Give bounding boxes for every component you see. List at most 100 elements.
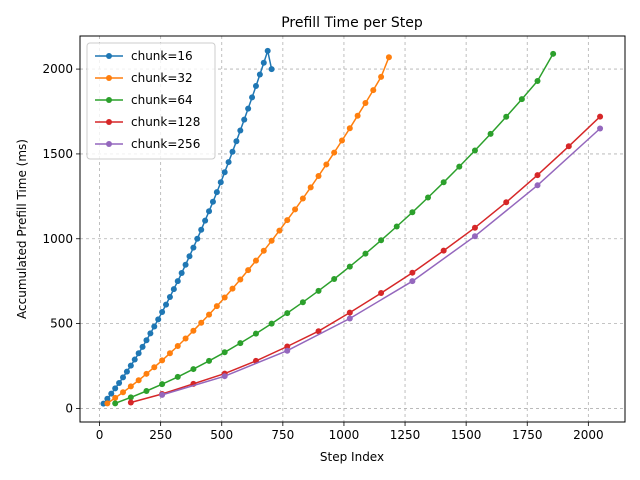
data-point xyxy=(206,311,213,318)
x-tick-label: 1750 xyxy=(512,428,543,442)
data-point xyxy=(155,316,162,323)
axes: 0 250 500 750 1000 1250 1500 1750 2000 0 500 1000 15… xyxy=(42,62,603,442)
data-point xyxy=(346,263,353,270)
x-tick-label: 2000 xyxy=(573,428,604,442)
legend-label: chunk=32 xyxy=(131,71,193,85)
data-point xyxy=(456,163,463,170)
y-tick-label: 500 xyxy=(50,317,73,331)
data-point xyxy=(284,310,291,317)
data-point xyxy=(182,261,189,268)
data-point xyxy=(104,400,111,407)
data-point xyxy=(159,309,166,316)
data-point xyxy=(221,169,228,176)
data-point xyxy=(237,127,244,134)
data-point xyxy=(362,100,369,107)
x-tick-label: 1250 xyxy=(390,428,421,442)
data-point xyxy=(252,257,259,264)
data-point xyxy=(284,343,291,350)
data-point xyxy=(276,227,283,234)
data-point xyxy=(597,125,604,132)
data-point xyxy=(346,309,353,316)
y-tick-label: 1500 xyxy=(42,147,73,161)
data-point xyxy=(159,381,166,388)
data-point xyxy=(229,148,236,155)
data-point xyxy=(565,143,572,150)
data-point xyxy=(190,366,197,373)
data-point xyxy=(139,343,146,350)
legend-label: chunk=256 xyxy=(131,137,200,151)
data-point xyxy=(127,399,134,406)
data-point xyxy=(252,330,259,337)
y-tick-label: 0 xyxy=(65,401,73,415)
data-point xyxy=(245,267,252,274)
data-point xyxy=(186,253,193,260)
data-point xyxy=(112,385,119,392)
data-point xyxy=(284,347,291,354)
series-4 xyxy=(159,125,604,398)
chart-title: Prefill Time per Step xyxy=(281,15,423,31)
data-point xyxy=(503,199,510,206)
data-point xyxy=(166,293,173,300)
data-point xyxy=(178,270,185,277)
data-point xyxy=(166,350,173,357)
x-tick-label: 1500 xyxy=(451,428,482,442)
data-point xyxy=(213,189,220,196)
data-point xyxy=(147,330,154,337)
data-point xyxy=(104,395,111,402)
legend: chunk=16 chunk=32 chunk=64 chunk=128 chunk=2… xyxy=(86,42,216,160)
data-point xyxy=(440,179,447,186)
data-point xyxy=(221,373,228,380)
data-point xyxy=(315,172,322,179)
data-point xyxy=(135,377,142,384)
x-tick-label: 500 xyxy=(210,428,233,442)
x-tick-label: 750 xyxy=(271,428,294,442)
data-point xyxy=(127,362,134,369)
data-point xyxy=(252,83,259,90)
data-point xyxy=(292,206,299,213)
legend-marker xyxy=(106,119,112,125)
data-point xyxy=(260,247,267,254)
y-axis-label: Accumulated Prefill Time (ms) xyxy=(15,139,29,319)
data-point xyxy=(151,323,158,330)
data-point xyxy=(127,383,134,390)
data-point xyxy=(202,217,209,224)
data-point xyxy=(338,137,345,144)
legend-label: chunk=16 xyxy=(131,49,193,63)
data-point xyxy=(151,364,158,371)
data-point xyxy=(182,335,189,342)
series-2 xyxy=(112,50,557,407)
data-point xyxy=(127,394,134,401)
data-point xyxy=(174,373,181,380)
plot-frame xyxy=(79,35,626,423)
legend-box xyxy=(86,42,216,160)
data-point xyxy=(245,105,252,112)
legend-marker xyxy=(106,141,112,147)
data-point xyxy=(249,94,256,101)
data-point xyxy=(385,54,392,61)
data-point xyxy=(170,286,177,293)
data-point xyxy=(362,250,369,257)
legend-label: chunk=128 xyxy=(131,115,200,129)
data-point xyxy=(198,319,205,326)
series-1 xyxy=(104,54,392,407)
data-point xyxy=(268,237,275,244)
data-point xyxy=(268,66,275,73)
data-point xyxy=(518,96,525,103)
data-point xyxy=(198,226,205,233)
data-point xyxy=(331,275,338,282)
legend-marker xyxy=(106,53,112,59)
data-point xyxy=(260,59,267,66)
data-point xyxy=(315,328,322,335)
data-point xyxy=(143,337,150,344)
x-tick-label: 250 xyxy=(149,428,172,442)
data-point xyxy=(241,116,248,123)
data-point xyxy=(256,71,263,78)
data-point xyxy=(471,233,478,240)
data-point xyxy=(112,394,119,401)
legend-item: chunk=64 xyxy=(95,93,193,107)
series-0 xyxy=(100,47,275,407)
data-point xyxy=(206,208,213,215)
data-point xyxy=(190,327,197,334)
legend-label: chunk=64 xyxy=(131,93,193,107)
